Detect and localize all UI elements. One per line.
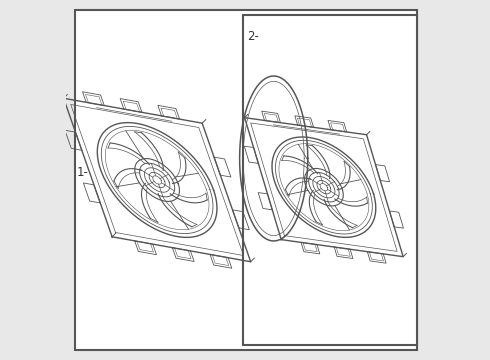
Bar [243,15,417,345]
Text: 2-: 2- [247,30,259,43]
Text: 1-: 1- [77,166,89,179]
